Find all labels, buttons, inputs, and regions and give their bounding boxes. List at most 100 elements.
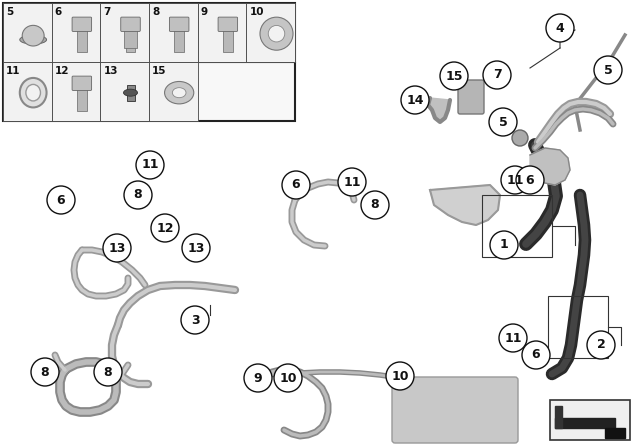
Bar: [550, 400, 630, 440]
Circle shape: [136, 151, 164, 179]
Polygon shape: [430, 185, 500, 225]
Circle shape: [260, 17, 293, 50]
Text: 5: 5: [604, 64, 612, 77]
Ellipse shape: [22, 26, 44, 46]
Circle shape: [151, 214, 179, 242]
Ellipse shape: [164, 82, 194, 104]
Circle shape: [594, 56, 622, 84]
Circle shape: [483, 61, 511, 89]
Text: 13: 13: [108, 241, 125, 254]
Text: 5: 5: [6, 7, 13, 17]
Bar: [127, 85, 134, 101]
Bar: [223, 30, 233, 52]
Text: 5: 5: [499, 116, 508, 129]
Circle shape: [47, 186, 75, 214]
Text: 10: 10: [391, 370, 409, 383]
Ellipse shape: [20, 78, 47, 108]
Circle shape: [512, 130, 528, 146]
Circle shape: [31, 358, 59, 386]
Text: 3: 3: [191, 314, 199, 327]
Circle shape: [401, 86, 429, 114]
FancyBboxPatch shape: [72, 17, 92, 31]
Ellipse shape: [172, 88, 186, 98]
Polygon shape: [428, 98, 450, 122]
Polygon shape: [555, 418, 615, 428]
Circle shape: [490, 231, 518, 259]
Polygon shape: [605, 428, 625, 438]
Bar: [125, 30, 136, 52]
Bar: [124, 30, 138, 48]
Bar: [174, 30, 184, 52]
Bar: [149, 3, 198, 62]
Bar: [482, 195, 552, 257]
Text: 8: 8: [104, 366, 112, 379]
Text: 6: 6: [525, 173, 534, 186]
Text: 8: 8: [41, 366, 49, 379]
FancyBboxPatch shape: [121, 17, 140, 31]
Bar: [52, 3, 100, 62]
Ellipse shape: [20, 35, 47, 44]
Bar: [3, 3, 52, 62]
Text: 12: 12: [54, 66, 69, 76]
Bar: [77, 30, 86, 52]
Bar: [77, 90, 86, 111]
Text: 8: 8: [371, 198, 380, 211]
FancyBboxPatch shape: [218, 17, 237, 31]
Circle shape: [268, 26, 285, 42]
FancyBboxPatch shape: [170, 17, 189, 31]
Text: 10: 10: [279, 371, 297, 384]
Circle shape: [103, 234, 131, 262]
Text: 13: 13: [188, 241, 205, 254]
Bar: [149, 62, 198, 121]
Text: 11: 11: [141, 159, 159, 172]
Text: 1: 1: [500, 238, 508, 251]
Bar: [100, 3, 149, 62]
Circle shape: [516, 166, 544, 194]
Circle shape: [501, 166, 529, 194]
Bar: [3, 62, 52, 121]
Bar: [246, 3, 295, 62]
Circle shape: [499, 324, 527, 352]
Text: 8: 8: [152, 7, 159, 17]
Polygon shape: [555, 406, 562, 428]
Text: 14: 14: [406, 94, 424, 107]
Circle shape: [244, 364, 272, 392]
Text: 11: 11: [6, 66, 20, 76]
Text: 6: 6: [532, 349, 540, 362]
Circle shape: [587, 331, 615, 359]
FancyBboxPatch shape: [392, 377, 518, 443]
Text: 10: 10: [250, 7, 264, 17]
Circle shape: [338, 168, 366, 196]
Circle shape: [181, 306, 209, 334]
Ellipse shape: [124, 89, 138, 96]
Text: 11: 11: [506, 173, 524, 186]
Text: 9: 9: [253, 371, 262, 384]
Text: 11: 11: [343, 176, 361, 189]
Circle shape: [282, 171, 310, 199]
Bar: [198, 3, 246, 62]
Text: 15: 15: [152, 66, 166, 76]
Text: 9: 9: [201, 7, 208, 17]
Circle shape: [440, 62, 468, 90]
Text: 13: 13: [103, 66, 118, 76]
Text: 4: 4: [556, 22, 564, 34]
Text: 15: 15: [445, 69, 463, 82]
Text: 7: 7: [493, 69, 501, 82]
Text: 2: 2: [596, 339, 605, 352]
Circle shape: [386, 362, 414, 390]
Text: 6: 6: [54, 7, 62, 17]
FancyBboxPatch shape: [458, 80, 484, 114]
Bar: [52, 62, 100, 121]
Circle shape: [522, 341, 550, 369]
Circle shape: [546, 14, 574, 42]
Text: 12: 12: [156, 221, 173, 234]
Text: 6: 6: [57, 194, 65, 207]
Circle shape: [182, 234, 210, 262]
Ellipse shape: [26, 84, 40, 101]
Circle shape: [489, 108, 517, 136]
Text: 6: 6: [292, 178, 300, 191]
Bar: [548, 296, 608, 358]
Text: 7: 7: [103, 7, 111, 17]
FancyBboxPatch shape: [72, 76, 92, 90]
Text: 8: 8: [134, 189, 142, 202]
